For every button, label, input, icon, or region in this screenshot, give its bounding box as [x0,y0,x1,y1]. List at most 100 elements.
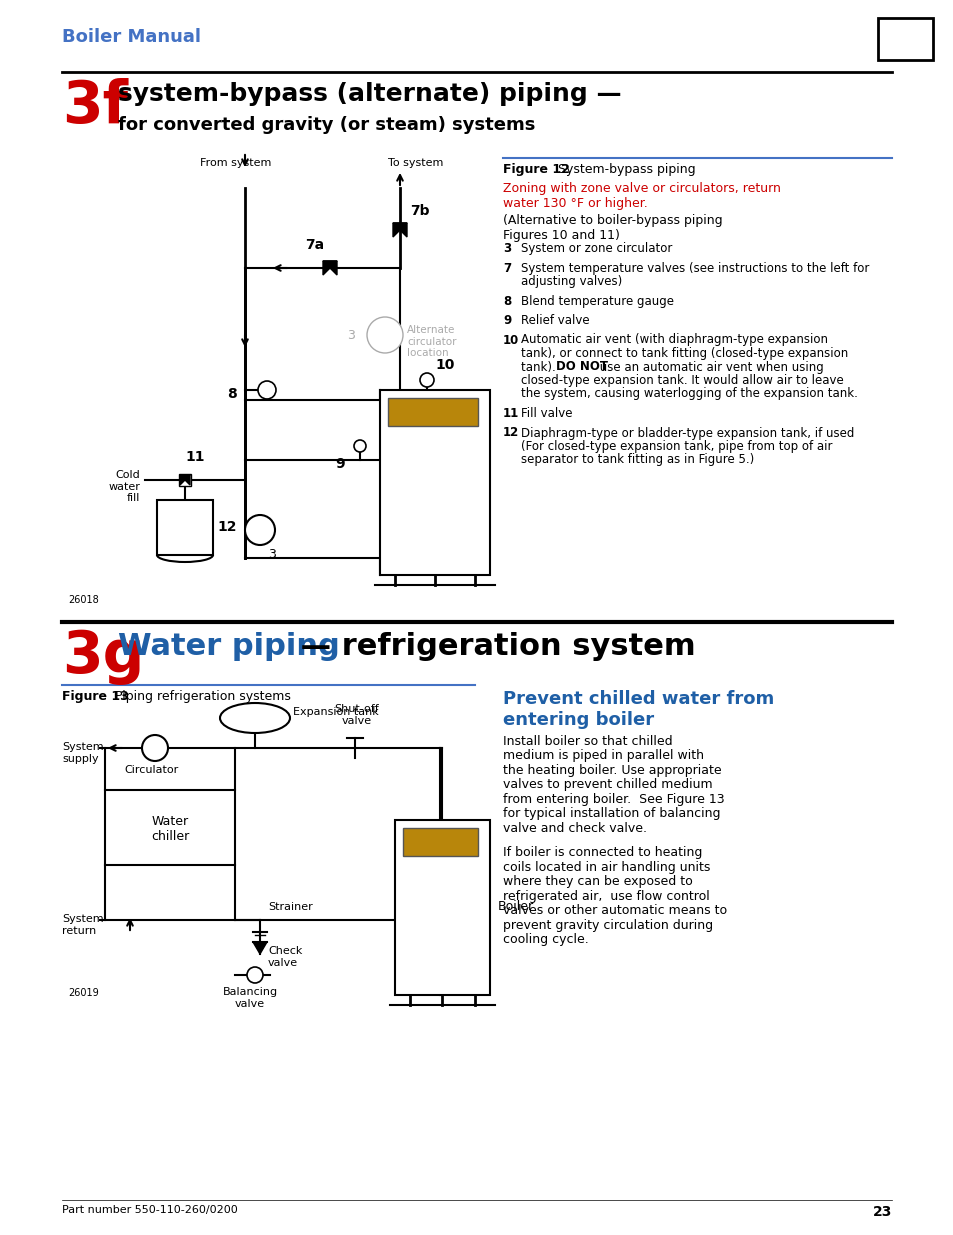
Text: system-bypass (alternate) piping —: system-bypass (alternate) piping — [118,82,621,106]
Bar [179,474,191,487]
Circle shape [257,382,275,399]
Circle shape [367,317,402,353]
Bar [105,790,234,864]
Text: 7b: 7b [410,204,429,219]
Text: Circulator: Circulator [125,764,179,776]
Text: To system: To system [388,158,443,168]
Text: Part number 550-110-260/0200: Part number 550-110-260/0200 [62,1205,237,1215]
Text: the heating boiler. Use appropriate: the heating boiler. Use appropriate [502,764,720,777]
Bar [388,398,477,426]
Text: from entering boiler.  See Figure 13: from entering boiler. See Figure 13 [502,793,724,806]
Text: Figure 13: Figure 13 [62,690,129,703]
Text: 8: 8 [227,387,236,401]
Ellipse shape [220,703,290,734]
Polygon shape [180,475,190,485]
Text: Check
valve: Check valve [268,946,302,967]
Text: valves to prevent chilled medium: valves to prevent chilled medium [502,778,712,792]
Text: valve and check valve.: valve and check valve. [502,823,646,835]
Text: separator to tank fitting as in Figure 5.): separator to tank fitting as in Figure 5… [520,453,754,467]
Text: 3: 3 [502,242,511,254]
Text: Relief valve: Relief valve [520,314,589,327]
Text: Blend temperature gauge: Blend temperature gauge [520,294,673,308]
Text: (Alternative to boiler-bypass piping
Figures 10 and 11): (Alternative to boiler-bypass piping Fig… [502,214,721,242]
Text: prevent gravity circulation during: prevent gravity circulation during [502,919,713,932]
Text: Boiler Manual: Boiler Manual [62,28,201,46]
Text: — refrigeration system: — refrigeration system [290,632,695,661]
Text: valves or other automatic means to: valves or other automatic means to [502,904,726,918]
Bar [157,500,213,555]
Text: 7a: 7a [305,238,324,252]
Text: 26019: 26019 [68,988,99,998]
Text: adjusting valves): adjusting valves) [520,275,621,288]
Text: (For closed-type expansion tank, pipe from top of air: (For closed-type expansion tank, pipe fr… [520,440,832,453]
Circle shape [142,735,168,761]
Text: Balancing
valve: Balancing valve [222,987,277,1009]
Text: use an automatic air vent when using: use an automatic air vent when using [596,361,822,373]
Circle shape [419,373,434,387]
Text: Strainer: Strainer [268,902,313,911]
Text: System or zone circulator: System or zone circulator [520,242,672,254]
Text: 10: 10 [435,358,454,372]
Text: System temperature valves (see instructions to the left for: System temperature valves (see instructi… [520,262,868,274]
Text: 3f: 3f [62,78,128,135]
Text: 23: 23 [872,1205,891,1219]
Text: Piping refrigeration systems: Piping refrigeration systems [115,690,291,703]
Text: 8: 8 [502,294,511,308]
Polygon shape [180,475,190,485]
Circle shape [354,440,366,452]
Text: 3: 3 [268,548,275,561]
Text: 9: 9 [335,457,345,471]
Text: Automatic air vent (with diaphragm-type expansion: Automatic air vent (with diaphragm-type … [520,333,827,347]
Text: Water
chiller: Water chiller [151,815,189,844]
Text: System
return: System return [62,914,104,936]
Text: 3g: 3g [62,629,144,685]
Text: 12: 12 [216,520,236,534]
Text: Boiler: Boiler [497,900,534,914]
Text: DO NOT: DO NOT [556,361,607,373]
Text: medium is piped in parallel with: medium is piped in parallel with [502,750,703,762]
Circle shape [245,515,274,545]
Polygon shape [253,942,267,953]
Bar [379,390,490,576]
Text: W-m: W-m [884,23,923,38]
Text: the system, causing waterlogging of the expansion tank.: the system, causing waterlogging of the … [520,388,857,400]
Text: where they can be exposed to: where they can be exposed to [502,876,692,888]
Text: coils located in air handling units: coils located in air handling units [502,861,710,874]
Text: Shut-off
valve: Shut-off valve [335,704,379,726]
Text: Zoning with zone valve or circulators, return
water 130 °F or higher.: Zoning with zone valve or circulators, r… [502,182,781,210]
Text: Expansion tank: Expansion tank [293,706,378,718]
Text: for converted gravity (or steam) systems: for converted gravity (or steam) systems [118,116,535,135]
Text: 11: 11 [502,408,518,420]
Text: Water piping: Water piping [118,632,339,661]
Text: refrigerated air,  use flow control: refrigerated air, use flow control [502,890,709,903]
Text: Alternate
circulator
location: Alternate circulator location [407,325,456,358]
Text: 12: 12 [502,426,518,440]
Bar [395,820,490,995]
Polygon shape [393,224,407,237]
Text: Figure 12: Figure 12 [502,163,569,177]
Circle shape [247,967,263,983]
Polygon shape [323,261,336,275]
Text: Diaphragm-type or bladder-type expansion tank, if used: Diaphragm-type or bladder-type expansion… [520,426,854,440]
Text: 11: 11 [185,450,204,464]
Text: for typical installation of balancing: for typical installation of balancing [502,808,720,820]
Text: System-bypass piping: System-bypass piping [558,163,695,177]
Text: System
supply: System supply [62,742,104,763]
Text: 3: 3 [347,329,355,342]
Text: Prevent chilled water from
entering boiler: Prevent chilled water from entering boil… [502,690,774,729]
Text: If boiler is connected to heating: If boiler is connected to heating [502,846,701,860]
Text: 26018: 26018 [68,595,99,605]
Text: Fill valve: Fill valve [520,408,572,420]
Text: 9: 9 [502,314,511,327]
Polygon shape [323,261,336,275]
Polygon shape [393,224,407,237]
Text: Install boiler so that chilled: Install boiler so that chilled [502,735,672,748]
Text: 7: 7 [502,262,511,274]
Text: Cold
water
fill: Cold water fill [108,471,140,503]
Text: cooling cycle.: cooling cycle. [502,934,588,946]
Text: tank).: tank). [520,361,558,373]
Text: From system: From system [200,158,271,168]
Bar [402,827,477,856]
Text: 10: 10 [502,333,518,347]
Text: tank), or connect to tank fitting (closed-type expansion: tank), or connect to tank fitting (close… [520,347,847,359]
